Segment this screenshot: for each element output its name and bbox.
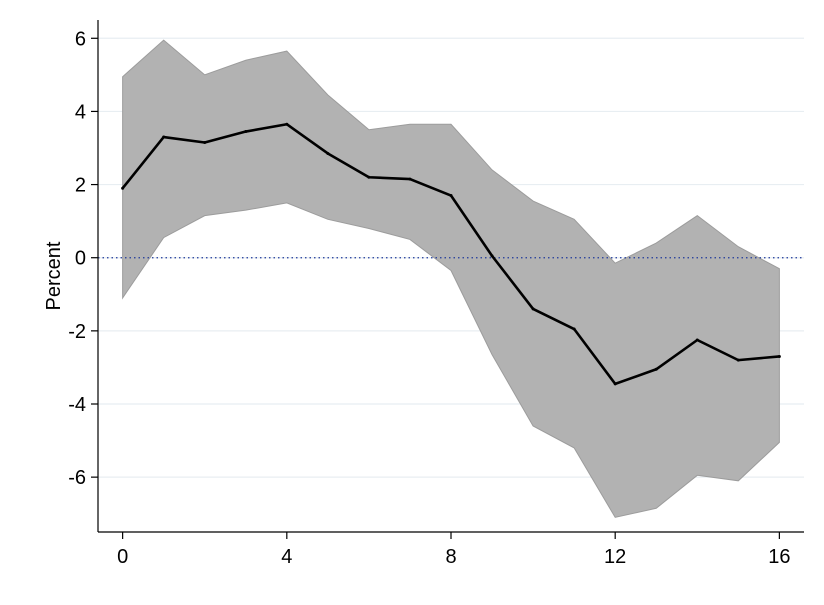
data-point-16 xyxy=(777,354,781,358)
x-tick-label-0: 0 xyxy=(117,546,128,568)
y-tick-label-0: 0 xyxy=(75,248,86,270)
x-tick-label-4: 4 xyxy=(281,546,292,568)
data-point-5 xyxy=(326,151,330,155)
data-point-0 xyxy=(121,186,125,190)
data-point-10 xyxy=(531,307,535,311)
data-point-8 xyxy=(449,194,453,198)
data-point-4 xyxy=(285,122,289,126)
series-line-group xyxy=(121,122,781,386)
data-point-1 xyxy=(162,135,166,139)
data-point-6 xyxy=(367,175,371,179)
data-point-9 xyxy=(490,254,494,258)
x-tick-label-12: 12 xyxy=(604,546,626,568)
data-point-14 xyxy=(695,338,699,342)
data-point-3 xyxy=(244,130,248,134)
data-point-11 xyxy=(572,327,576,331)
data-point-13 xyxy=(654,367,658,371)
y-tick-label-6: 6 xyxy=(75,28,86,50)
y-tick-label--6: -6 xyxy=(68,467,86,489)
confidence-band xyxy=(122,39,780,518)
axes: -6 -4 -2 0 2 4 6 0 4 8 12 16 xyxy=(68,20,804,568)
y-tick-label-4: 4 xyxy=(75,101,86,123)
y-tick-label--4: -4 xyxy=(68,394,86,416)
data-point-12 xyxy=(613,382,617,386)
data-point-7 xyxy=(408,177,412,181)
y-tick-label-2: 2 xyxy=(75,175,86,197)
axis-labels: Percent xyxy=(43,241,65,310)
y-tick-label--2: -2 xyxy=(68,321,86,343)
data-point-2 xyxy=(203,141,207,145)
x-tick-label-16: 16 xyxy=(768,546,790,568)
data-point-15 xyxy=(736,358,740,362)
confidence-band-group xyxy=(122,39,780,518)
x-tick-label-8: 8 xyxy=(445,546,456,568)
y-axis-label: Percent xyxy=(43,241,65,310)
